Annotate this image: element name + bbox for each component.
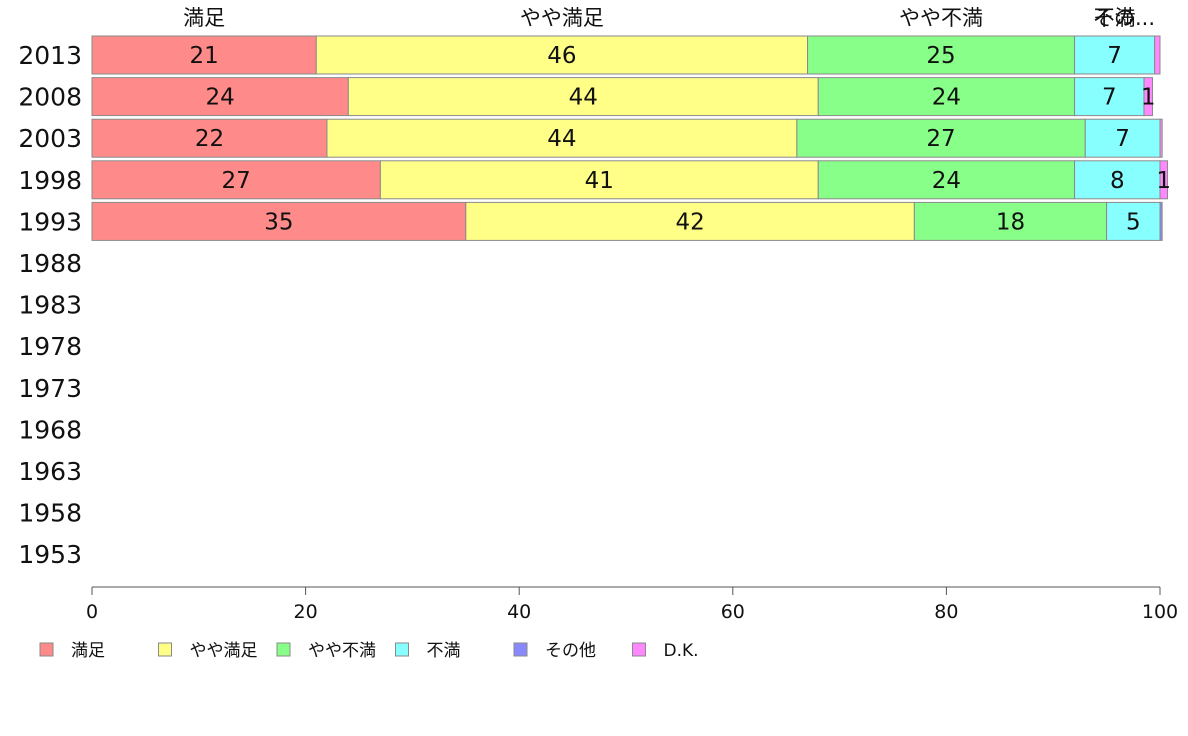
year-label: 1983 bbox=[18, 291, 82, 320]
bar-segment bbox=[1074, 35, 1156, 75]
value-label: 7 bbox=[1102, 85, 1117, 111]
year-label: 1998 bbox=[18, 166, 82, 195]
bar-segment bbox=[347, 77, 819, 117]
value-label: 21 bbox=[189, 43, 218, 69]
x-tick-label: 20 bbox=[294, 601, 318, 623]
bar-segment bbox=[1084, 118, 1161, 158]
value-label: 22 bbox=[195, 126, 224, 152]
bar-segment bbox=[326, 118, 798, 158]
year-label: 2003 bbox=[18, 124, 82, 153]
value-label: 41 bbox=[585, 168, 614, 194]
legend-swatch bbox=[513, 642, 528, 657]
year-label: 2013 bbox=[18, 41, 82, 70]
bar-segment bbox=[1154, 35, 1161, 75]
bar-segment bbox=[1143, 77, 1154, 117]
value-label: 44 bbox=[547, 126, 576, 152]
segment-header-labels: 満足 やや満足 やや不満 不満その... bbox=[183, 6, 1155, 30]
value-label: 24 bbox=[932, 168, 961, 194]
legend-label: やや不満 bbox=[308, 641, 376, 661]
legend-swatch bbox=[632, 642, 646, 657]
bars: 21 46 25 724 44 24 7 122 44 27 727 41 24 8 135 42 18 5 bbox=[91, 35, 1171, 241]
value-label: 44 bbox=[569, 85, 598, 111]
value-label: 8 bbox=[1110, 168, 1125, 194]
year-label: 1978 bbox=[18, 332, 82, 361]
value-label: 1 bbox=[1156, 168, 1171, 194]
bar-segment bbox=[796, 118, 1086, 158]
bar-segment bbox=[817, 77, 1076, 117]
legend-label: 満足 bbox=[71, 641, 105, 661]
value-label: 35 bbox=[264, 209, 293, 235]
legend-label: その他 bbox=[545, 641, 596, 661]
bar-segment bbox=[1159, 201, 1163, 241]
bar-segment bbox=[817, 160, 1076, 200]
value-label: 42 bbox=[675, 209, 704, 235]
legend-label: やや満足 bbox=[190, 641, 258, 661]
bar-segment bbox=[1074, 77, 1145, 117]
year-label: 1973 bbox=[18, 374, 82, 403]
x-tick-label: 0 bbox=[86, 601, 98, 623]
year-label: 1963 bbox=[18, 457, 82, 486]
value-label: 46 bbox=[547, 43, 576, 69]
legend-label: 不満 bbox=[427, 641, 461, 661]
segment-header-label: 不満 bbox=[1094, 6, 1136, 30]
bar-segment bbox=[913, 201, 1108, 241]
legend-swatch bbox=[276, 642, 291, 657]
year-label: 1993 bbox=[18, 207, 82, 236]
value-label: 27 bbox=[926, 126, 955, 152]
bar-segment bbox=[91, 77, 349, 117]
bar-segment bbox=[91, 201, 467, 241]
legend: 満足 やや満足 やや不満 不満 その他 D.K. bbox=[39, 641, 699, 661]
y-axis-labels: 2013 2008 2003 1998 1993 1988 1983 1978 1973 1968… bbox=[18, 41, 82, 569]
x-tick-label: 80 bbox=[934, 601, 958, 623]
value-label: 24 bbox=[206, 85, 235, 111]
year-label: 2008 bbox=[18, 83, 82, 112]
bar-segment bbox=[379, 160, 819, 200]
value-label: 7 bbox=[1115, 126, 1130, 152]
bar-segment bbox=[315, 35, 809, 75]
bar-segment bbox=[1074, 160, 1161, 200]
x-axis: 0 20 40 60 80 100 bbox=[86, 586, 1178, 623]
x-tick-label: 40 bbox=[507, 601, 531, 623]
legend-swatch bbox=[395, 642, 409, 657]
segment-header-label: その... bbox=[1093, 6, 1155, 30]
segment-header-label: やや不満 bbox=[899, 6, 983, 30]
value-label: 25 bbox=[926, 43, 955, 69]
bar-segment bbox=[807, 35, 1076, 75]
legend-swatch bbox=[39, 642, 54, 657]
bar-segment bbox=[1106, 201, 1161, 241]
value-label: 27 bbox=[222, 168, 251, 194]
value-label: 7 bbox=[1107, 43, 1122, 69]
bar-segment bbox=[91, 118, 328, 158]
legend-label: D.K. bbox=[664, 641, 699, 661]
bar-segment bbox=[1159, 160, 1168, 200]
value-label: 1 bbox=[1141, 85, 1156, 111]
legend-swatch bbox=[158, 642, 172, 657]
segment-header-label: やや満足 bbox=[520, 6, 604, 30]
year-label: 1953 bbox=[18, 540, 82, 569]
x-tick-label: 60 bbox=[721, 601, 745, 623]
x-tick-label: 100 bbox=[1142, 601, 1178, 623]
segment-header-label: 満足 bbox=[183, 6, 225, 30]
year-label: 1988 bbox=[18, 249, 82, 278]
bar-segment bbox=[1159, 118, 1163, 158]
value-label: 18 bbox=[996, 209, 1025, 235]
value-label: 5 bbox=[1126, 209, 1141, 235]
value-label: 24 bbox=[932, 85, 961, 111]
year-label: 1968 bbox=[18, 415, 82, 444]
bar-segment bbox=[91, 35, 317, 75]
year-label: 1958 bbox=[18, 499, 82, 528]
